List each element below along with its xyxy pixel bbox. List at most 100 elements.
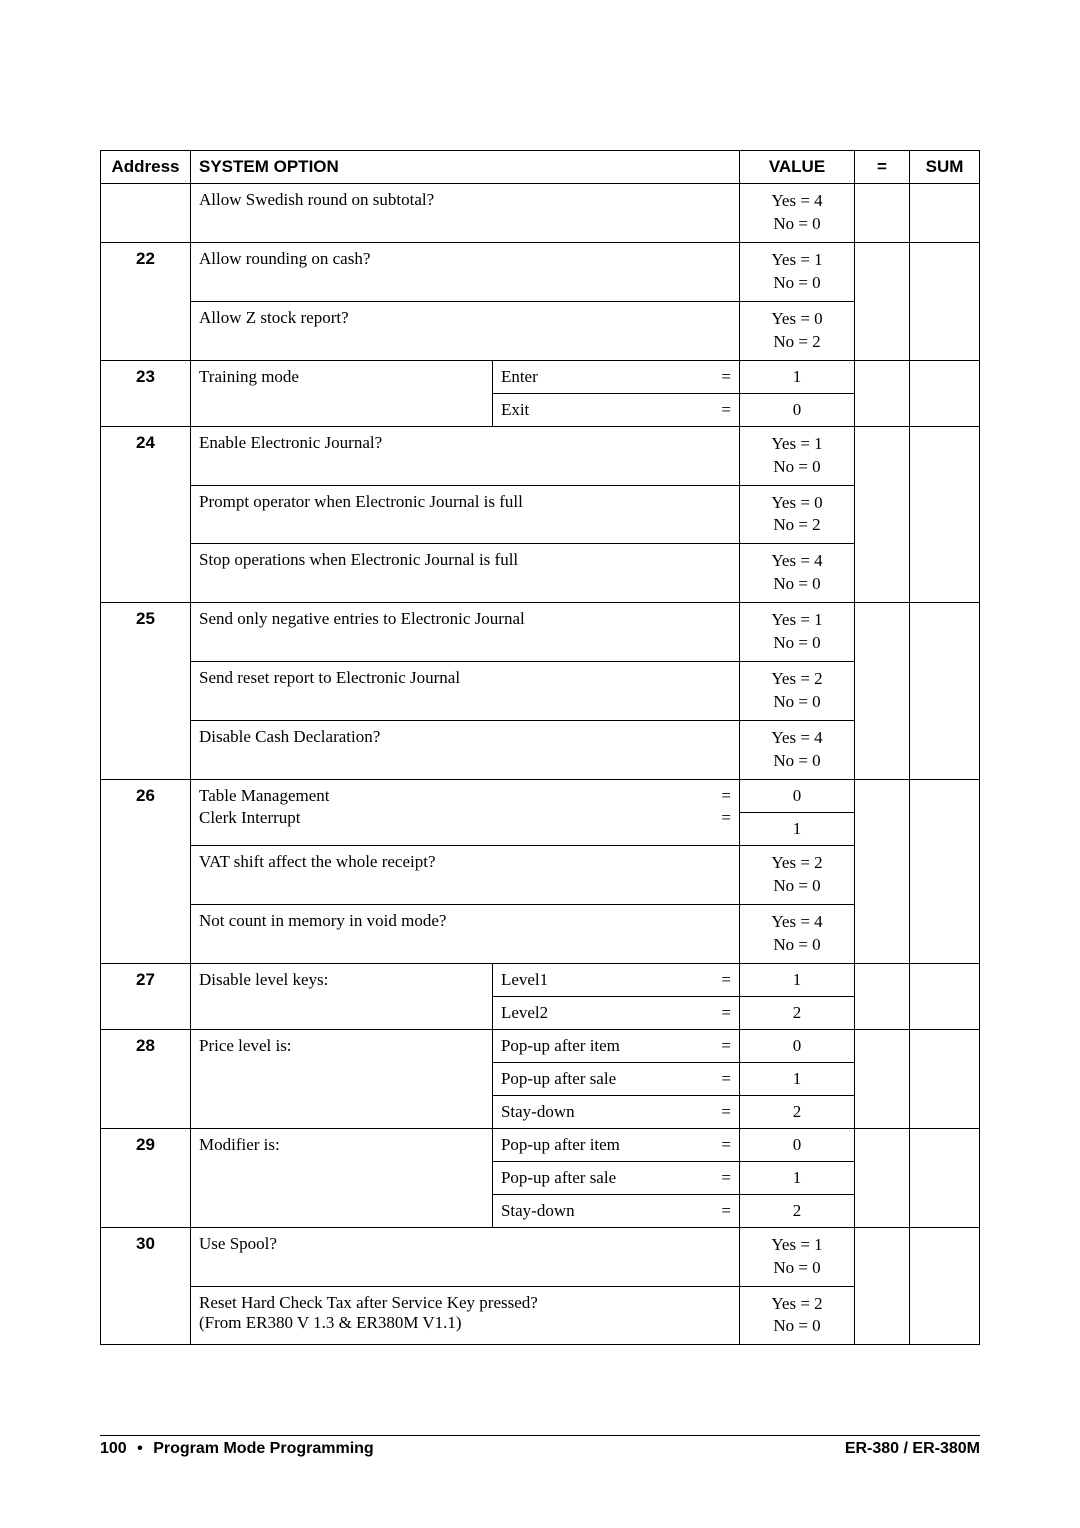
value-cell: Yes = 4 No = 0 xyxy=(740,721,855,780)
address-cell xyxy=(101,1062,191,1095)
value-cell: Yes = 1 No = 0 xyxy=(740,603,855,662)
option-cell: Prompt operator when Electronic Journal … xyxy=(191,485,740,544)
option-label: Clerk Interrupt xyxy=(199,808,301,828)
option-cell: Disable Cash Declaration? xyxy=(191,721,740,780)
option-sub-cell: Level2 = xyxy=(492,996,739,1029)
option-cell xyxy=(191,1095,493,1128)
value-cell: 1 xyxy=(740,1161,855,1194)
eq-symbol: = xyxy=(721,1102,731,1122)
table-row: Allow Z stock report? Yes = 0 No = 2 xyxy=(101,301,980,360)
value-cell: 1 xyxy=(740,963,855,996)
eq-symbol: = xyxy=(721,1003,731,1023)
table-row: Stay-down= 2 xyxy=(101,1095,980,1128)
sub-label: Pop-up after item xyxy=(501,1036,620,1056)
address-cell: 22 xyxy=(101,242,191,301)
eq-cell xyxy=(855,301,910,360)
value-cell: 0 xyxy=(740,1128,855,1161)
header-eq: = xyxy=(855,151,910,184)
address-cell xyxy=(101,996,191,1029)
table-row: Level2= 2 xyxy=(101,996,980,1029)
option-cell: Price level is: xyxy=(191,1029,493,1062)
eq-cell xyxy=(855,1286,910,1345)
sub-label: Pop-up after item xyxy=(501,1135,620,1155)
address-cell xyxy=(101,485,191,544)
value-cell: Yes = 1 No = 0 xyxy=(740,242,855,301)
table-row: Allow Swedish round on subtotal? Yes = 4… xyxy=(101,184,980,243)
table-row: Stop operations when Electronic Journal … xyxy=(101,544,980,603)
header-sum: SUM xyxy=(910,151,980,184)
option-cell: Send only negative entries to Electronic… xyxy=(191,603,740,662)
address-cell xyxy=(101,301,191,360)
eq-cell xyxy=(855,1095,910,1128)
address-cell xyxy=(101,1161,191,1194)
bullet-icon: • xyxy=(131,1440,149,1457)
table-row: 26 Table Management= Clerk Interrupt= 0 xyxy=(101,779,980,812)
eq-symbol: = xyxy=(721,786,731,806)
sum-cell xyxy=(910,1227,980,1286)
option-cell: Allow Swedish round on subtotal? xyxy=(191,184,740,243)
address-cell xyxy=(101,544,191,603)
address-cell: 25 xyxy=(101,603,191,662)
eq-cell xyxy=(855,242,910,301)
option-cell: Modifier is: xyxy=(191,1128,493,1161)
table-row: 22 Allow rounding on cash? Yes = 1 No = … xyxy=(101,242,980,301)
eq-cell xyxy=(855,1227,910,1286)
option-cell: Allow Z stock report? xyxy=(191,301,740,360)
table-row: 30 Use Spool? Yes = 1 No = 0 xyxy=(101,1227,980,1286)
option-sub-cell: Pop-up after sale= xyxy=(492,1161,739,1194)
table-row: Disable Cash Declaration? Yes = 4 No = 0 xyxy=(101,721,980,780)
sum-cell xyxy=(910,485,980,544)
value-cell: Yes = 1 No = 0 xyxy=(740,1227,855,1286)
sub-label: Level2 xyxy=(501,1003,548,1023)
table-row: Prompt operator when Electronic Journal … xyxy=(101,485,980,544)
eq-cell xyxy=(855,393,910,426)
address-cell: 27 xyxy=(101,963,191,996)
sub-label: Enter xyxy=(501,367,538,387)
sub-label: Exit xyxy=(501,400,529,420)
eq-cell xyxy=(855,184,910,243)
eq-cell xyxy=(855,963,910,996)
table-row: Reset Hard Check Tax after Service Key p… xyxy=(101,1286,980,1345)
table-row: Send reset report to Electronic Journal … xyxy=(101,662,980,721)
table-row: Pop-up after sale= 1 xyxy=(101,1161,980,1194)
option-cell: Send reset report to Electronic Journal xyxy=(191,662,740,721)
option-sub-cell: Stay-down= xyxy=(492,1194,739,1227)
value-cell: 2 xyxy=(740,1095,855,1128)
eq-cell xyxy=(855,1062,910,1095)
option-cell xyxy=(191,996,493,1029)
eq-symbol: = xyxy=(721,1135,731,1155)
option-cell: Use Spool? xyxy=(191,1227,740,1286)
option-cell xyxy=(191,1194,493,1227)
option-sub-cell: Exit= xyxy=(492,393,739,426)
eq-cell xyxy=(855,603,910,662)
table-header-row: Address SYSTEM OPTION VALUE = SUM xyxy=(101,151,980,184)
page-footer: 100 • Program Mode Programming ER-380 / … xyxy=(100,1435,980,1458)
eq-cell xyxy=(855,721,910,780)
eq-cell xyxy=(855,485,910,544)
eq-symbol: = xyxy=(721,1069,731,1089)
option-sub-cell: Level1= xyxy=(492,963,739,996)
header-value: VALUE xyxy=(740,151,855,184)
eq-cell xyxy=(855,426,910,485)
sum-cell xyxy=(910,721,980,780)
option-cell xyxy=(191,1062,493,1095)
value-cell: 0 xyxy=(740,779,855,812)
address-cell xyxy=(101,393,191,426)
eq-cell xyxy=(855,904,910,963)
eq-cell xyxy=(855,544,910,603)
address-cell: 28 xyxy=(101,1029,191,1062)
address-cell: 29 xyxy=(101,1128,191,1161)
value-cell: 1 xyxy=(740,360,855,393)
eq-cell xyxy=(855,662,910,721)
eq-symbol: = xyxy=(721,1036,731,1056)
table-row: Pop-up after sale= 1 xyxy=(101,1062,980,1095)
option-label: Table Management xyxy=(199,786,330,806)
option-cell xyxy=(191,1161,493,1194)
value-cell: 1 xyxy=(740,1062,855,1095)
eq-cell xyxy=(855,1128,910,1161)
value-cell: 1 xyxy=(740,812,855,845)
sum-cell xyxy=(910,1095,980,1128)
value-cell: Yes = 2 No = 0 xyxy=(740,845,855,904)
option-sub-cell: Enter= xyxy=(492,360,739,393)
option-sub-cell: Pop-up after sale= xyxy=(492,1062,739,1095)
